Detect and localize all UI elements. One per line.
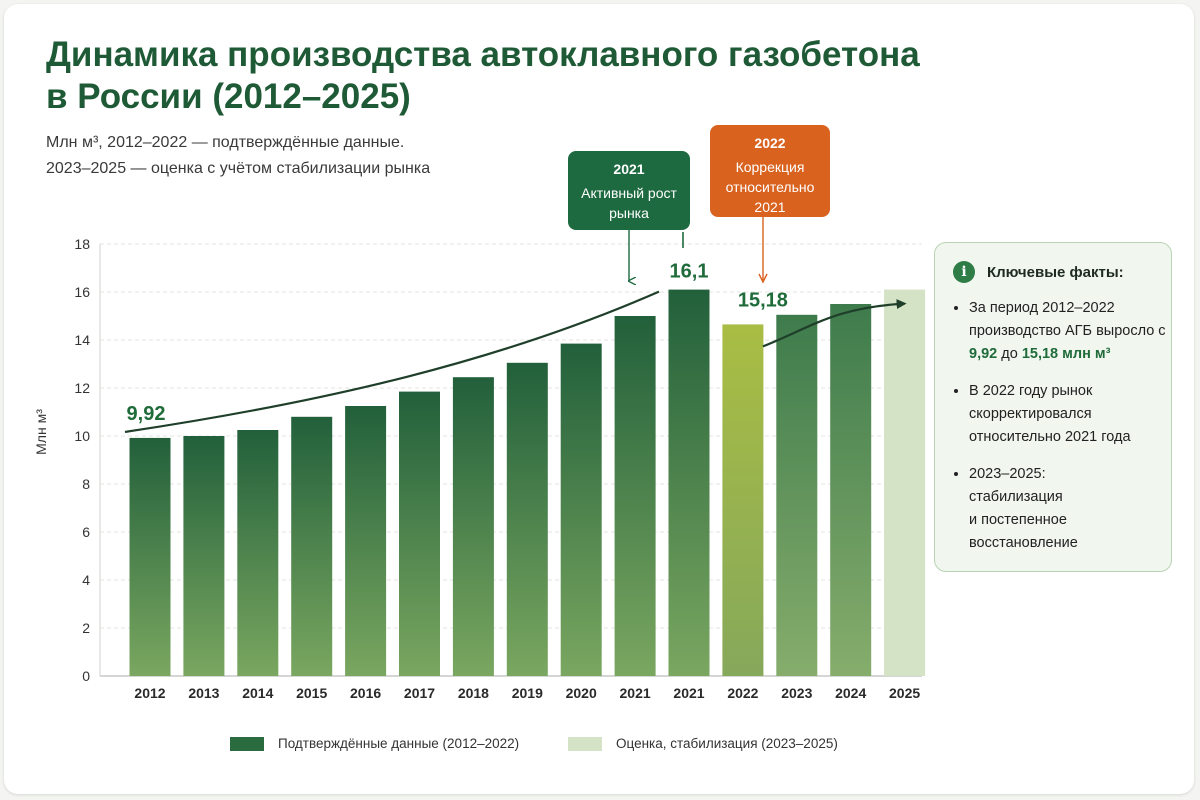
x-tick-label: 2013 bbox=[188, 685, 219, 701]
bar-2017-5 bbox=[399, 391, 440, 676]
x-tick-label: 2017 bbox=[404, 685, 435, 701]
correction-callout-year: 2022 bbox=[754, 135, 786, 151]
bar-2021-10 bbox=[668, 289, 710, 676]
key-facts-title: Ключевые факты: bbox=[987, 263, 1124, 281]
key-fact-3-line-4: восстановление bbox=[969, 535, 1078, 551]
x-tick-label: 2016 bbox=[350, 685, 381, 701]
key-fact-2: В 2022 году рынок скорректировался относ… bbox=[969, 380, 1174, 449]
key-fact-1-from: 9,92 bbox=[969, 346, 998, 362]
chart-title-line-1: Динамика производства автоклавного газоб… bbox=[46, 35, 920, 74]
info-icon: i bbox=[953, 261, 975, 283]
y-tick-label: 16 bbox=[74, 284, 90, 300]
y-axis-label: Млн м³ bbox=[33, 409, 49, 455]
subtitle-line-1: Млн м³, 2012–2022 — подтверждённые данны… bbox=[46, 134, 405, 151]
bar-2018-6 bbox=[452, 377, 494, 676]
correction-callout-arrowhead bbox=[758, 273, 768, 284]
x-tick-label: 2024 bbox=[835, 685, 866, 701]
correction-callout: 2022 Коррекция относительно 2021 bbox=[710, 125, 830, 217]
bar-2015-3 bbox=[291, 416, 333, 676]
x-tick-label: 2021 bbox=[620, 685, 651, 701]
key-fact-1-text: За период 2012–2022 производство АГБ выр… bbox=[969, 300, 1166, 339]
chart-title: Динамика производства автоклавного газоб… bbox=[46, 34, 946, 118]
bar-2023-12 bbox=[776, 314, 818, 676]
data-labels: 9,92 16,1 15,18 bbox=[127, 261, 788, 425]
legend-estimate-label: Оценка, стабилизация (2023–2025) bbox=[616, 736, 838, 751]
y-tick-label: 2 bbox=[82, 620, 90, 636]
y-tick-label: 18 bbox=[74, 236, 90, 252]
correction-callout-text-2: относительно bbox=[725, 179, 815, 195]
key-fact-3: 2023–2025: стабилизация и постепенное во… bbox=[969, 463, 1174, 555]
x-tick-label: 2025 bbox=[889, 685, 920, 701]
key-facts-panel: i Ключевые факты: За период 2012–2022 пр… bbox=[934, 242, 1172, 572]
growth-callout-text-2: рынка bbox=[609, 205, 649, 221]
x-tick-label: 2012 bbox=[134, 685, 165, 701]
growth-callout-year: 2021 bbox=[613, 161, 645, 177]
x-tick-label: 2018 bbox=[458, 685, 489, 701]
key-fact-1: За период 2012–2022 производство АГБ выр… bbox=[969, 297, 1174, 366]
legend-estimate: Оценка, стабилизация (2023–2025) bbox=[568, 736, 838, 751]
subtitle-line-2: 2023–2025 — оценка с учётом стабилизации… bbox=[46, 160, 431, 177]
y-tick-label: 4 bbox=[82, 572, 90, 588]
key-fact-1-mid: до bbox=[1001, 346, 1018, 362]
correction-callout-text-3: 2021 bbox=[754, 199, 786, 215]
key-fact-3-line-1: 2023–2025: bbox=[969, 466, 1046, 482]
growth-callout: 2021 Активный рост рынка bbox=[568, 151, 690, 230]
y-tick-label: 14 bbox=[74, 332, 90, 348]
bar-2019-7 bbox=[506, 362, 548, 676]
key-fact-1-to: 15,18 млн м³ bbox=[1021, 346, 1111, 362]
y-tick-label: 0 bbox=[82, 668, 90, 684]
growth-callout-text-1: Активный рост bbox=[581, 185, 677, 201]
legend-estimate-swatch bbox=[568, 736, 602, 751]
key-fact-3-line-3: и постепенное bbox=[969, 512, 1067, 528]
legend-confirmed: Подтверждённые данные (2012–2022) bbox=[230, 736, 519, 751]
bar-2024-13 bbox=[830, 304, 872, 676]
x-tick-label: 2021 bbox=[673, 685, 704, 701]
bar-2016-4 bbox=[345, 406, 387, 676]
x-tick-label: 2022 bbox=[727, 685, 758, 701]
data-label-11: 15,18 bbox=[738, 289, 788, 311]
bar-2014-2 bbox=[237, 430, 279, 676]
bar-2022-11 bbox=[722, 324, 764, 676]
key-facts-header: i Ключевые факты: bbox=[953, 261, 1124, 283]
y-tick-label: 12 bbox=[74, 380, 90, 396]
key-fact-3-line-2: стабилизация bbox=[969, 489, 1063, 505]
bar-2020-8 bbox=[560, 343, 602, 676]
chart-title-line-2: в России (2012–2025) bbox=[46, 77, 411, 116]
legend-confirmed-swatch bbox=[230, 736, 264, 751]
chart-subtitle: Млн м³, 2012–2022 — подтверждённые данны… bbox=[46, 130, 646, 182]
y-tick-label: 6 bbox=[82, 524, 90, 540]
x-tick-label: 2019 bbox=[512, 685, 543, 701]
legend-confirmed-label: Подтверждённые данные (2012–2022) bbox=[278, 736, 520, 751]
data-label-0: 9,92 bbox=[127, 403, 166, 425]
bar-2012-0 bbox=[129, 437, 171, 676]
key-facts-list: За период 2012–2022 производство АГБ выр… bbox=[955, 283, 1174, 555]
x-tick-label: 2014 bbox=[242, 685, 273, 701]
x-tick-label: 2020 bbox=[566, 685, 597, 701]
x-tick-label: 2015 bbox=[296, 685, 327, 701]
y-tick-label: 10 bbox=[74, 428, 90, 444]
y-tick-label: 8 bbox=[82, 476, 90, 492]
x-tick-label: 2023 bbox=[781, 685, 812, 701]
bar-2025-14 bbox=[884, 289, 926, 676]
data-label-10: 16,1 bbox=[670, 261, 709, 283]
y-axis-ticks: 0 2 4 6 8 10 12 14 16 18 bbox=[74, 236, 90, 684]
x-axis-ticks: 2012 2013 2014 2015 2016 2017 2018 2019 2020 2021… bbox=[134, 685, 920, 701]
correction-callout-text-1: Коррекция bbox=[735, 159, 805, 175]
trend-line bbox=[124, 290, 905, 434]
bar-2013-1 bbox=[183, 436, 225, 676]
bar-2021-9 bbox=[614, 316, 656, 676]
bars bbox=[129, 289, 926, 676]
